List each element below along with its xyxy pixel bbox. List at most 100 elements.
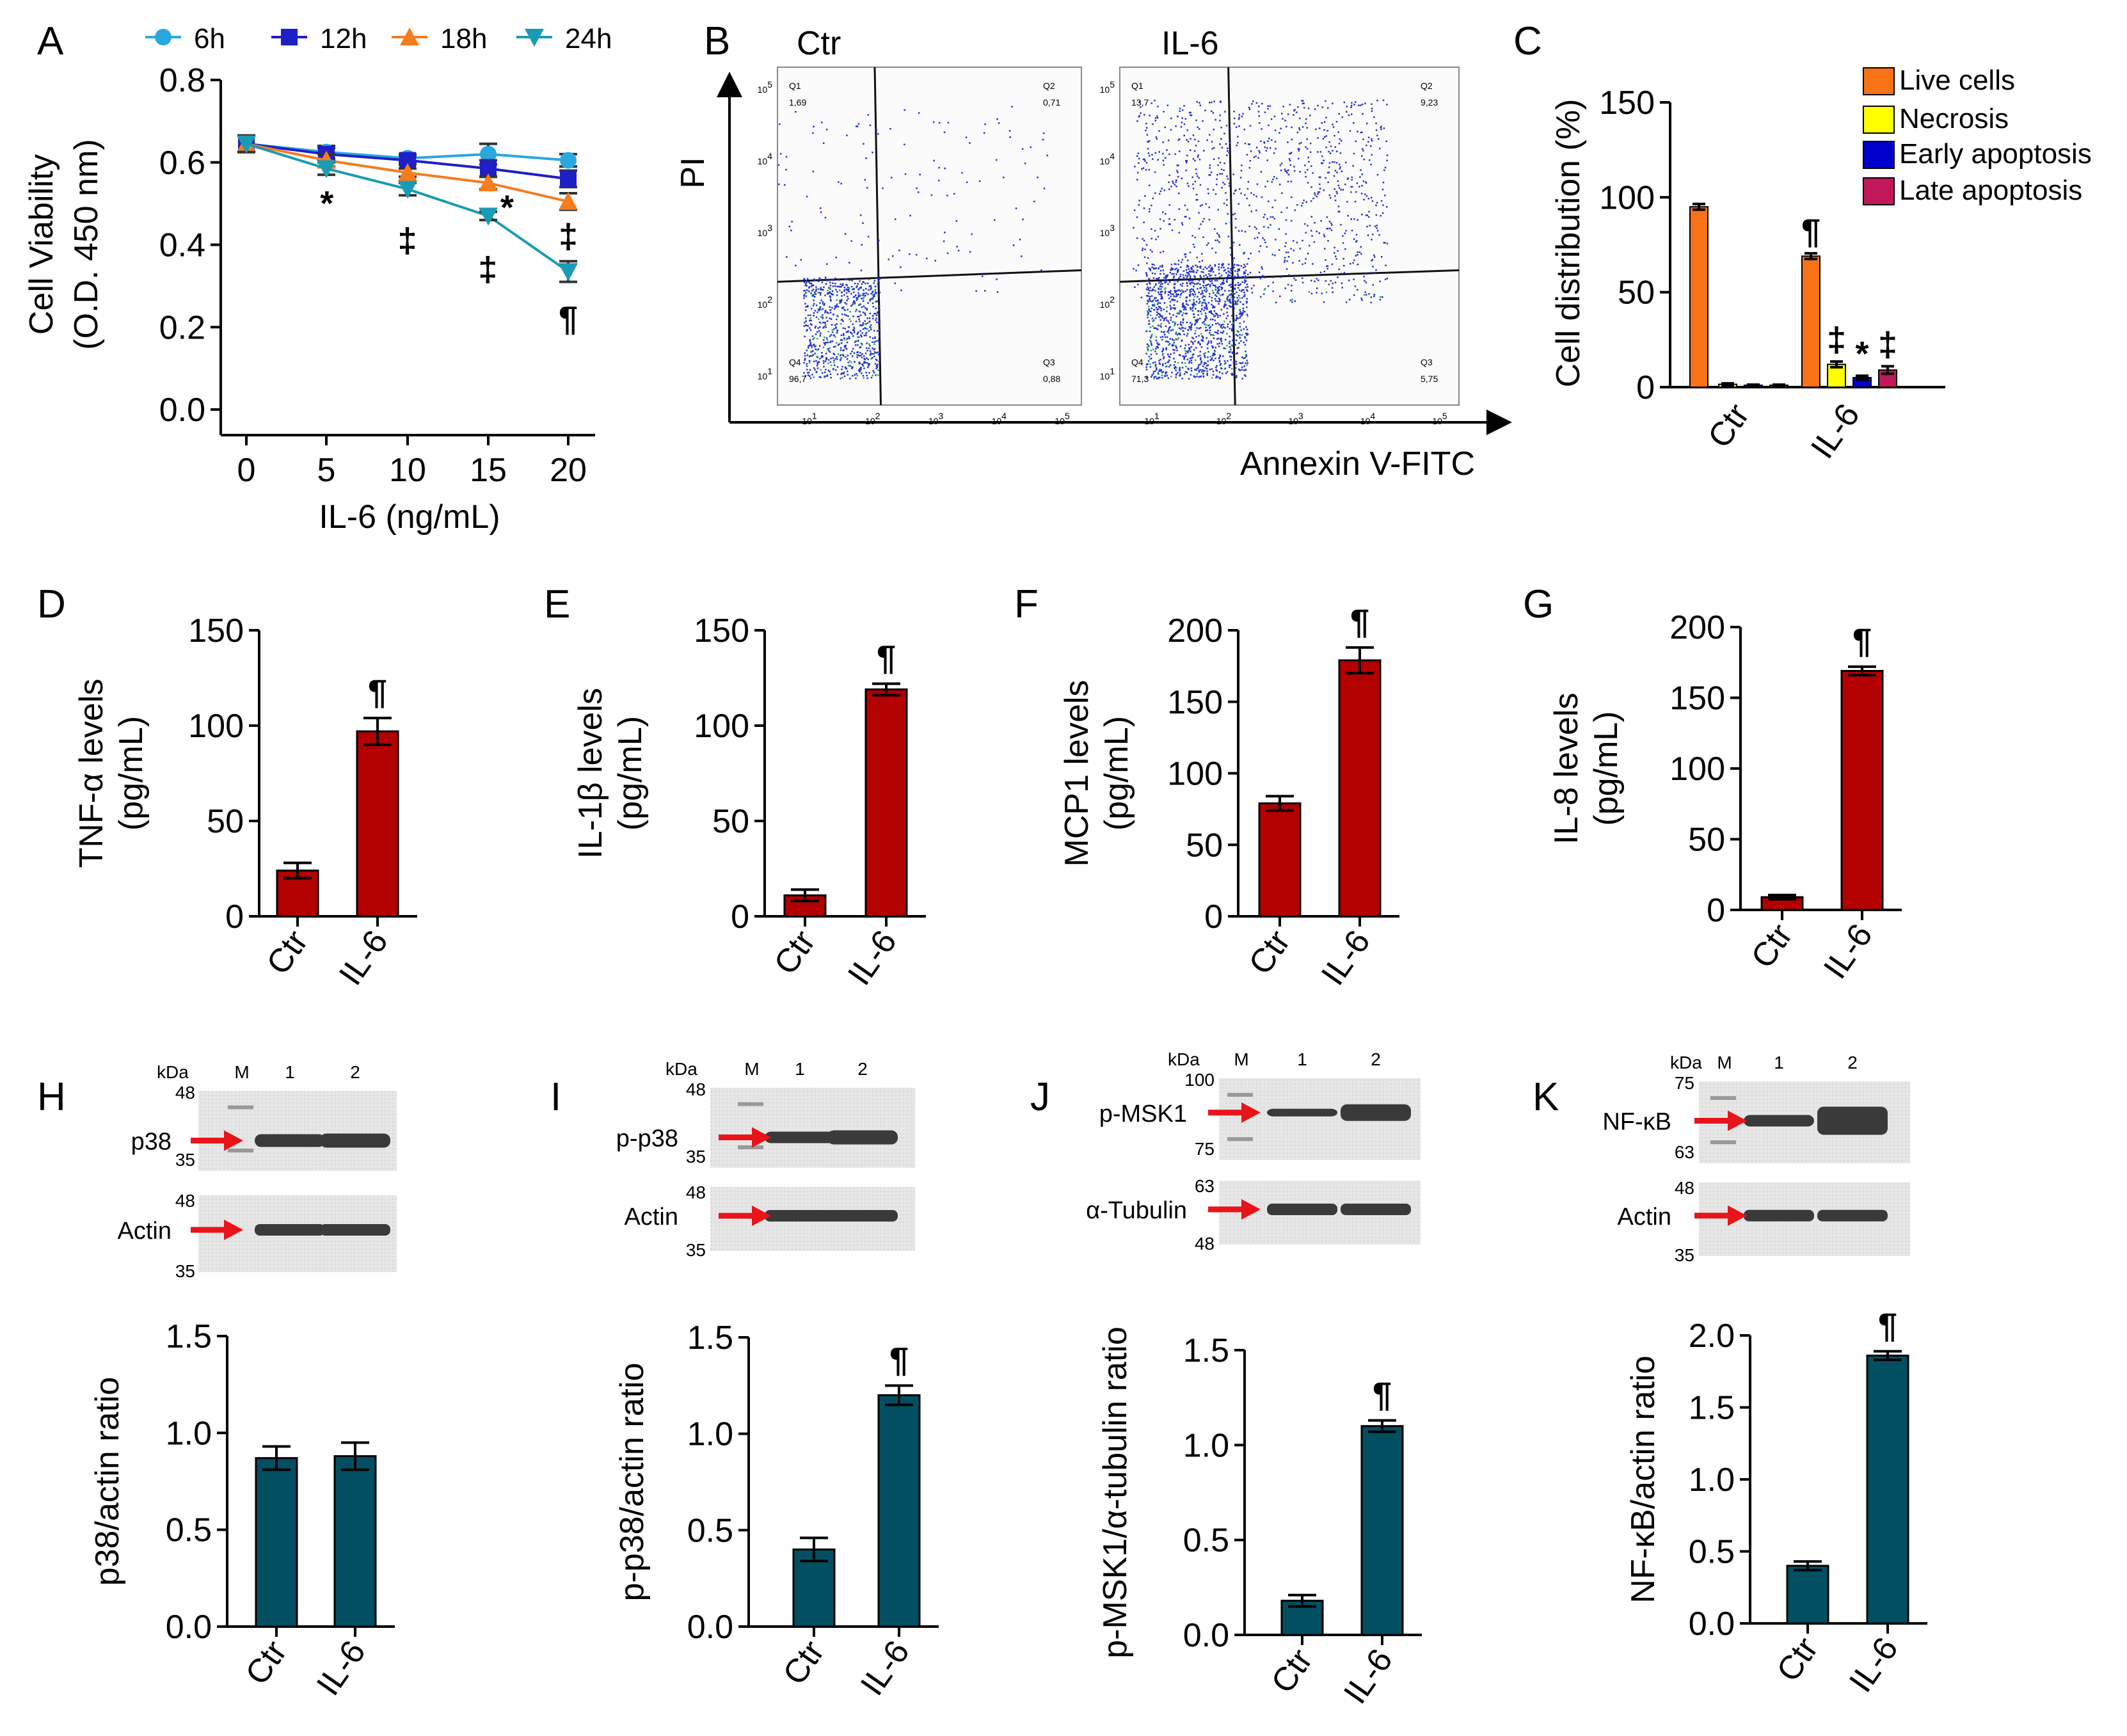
flow-event — [1159, 363, 1161, 365]
flow-event — [1278, 228, 1280, 230]
flow-event — [1219, 100, 1222, 102]
flow-event — [1385, 206, 1388, 208]
flow-event — [1205, 289, 1207, 291]
flow-event — [1226, 175, 1228, 177]
flow-event — [1171, 345, 1174, 347]
flow-x-label: Annexin V-FITC — [1240, 445, 1475, 482]
flow-event — [995, 159, 998, 161]
flow-event — [1236, 352, 1239, 354]
flow-event — [1194, 293, 1197, 296]
flow-event — [1246, 314, 1248, 315]
flow-event — [847, 326, 850, 328]
flow-event — [1195, 347, 1197, 349]
flow-event — [1019, 239, 1021, 241]
flow-event — [1239, 177, 1242, 179]
flow-event — [1354, 200, 1357, 203]
flow-event — [1217, 316, 1219, 319]
flow-event — [1346, 106, 1348, 108]
flow-event — [850, 362, 852, 363]
flow-event — [982, 275, 984, 278]
flow-event — [807, 305, 809, 307]
flow-event — [1233, 296, 1236, 298]
flow-event — [1160, 307, 1162, 310]
flow-event — [1386, 243, 1389, 244]
flow-event — [1226, 150, 1229, 152]
flow-event — [1241, 164, 1243, 166]
flow-event — [1148, 320, 1150, 322]
flow-event — [1239, 362, 1241, 364]
flow-event — [856, 354, 858, 356]
flow-event — [1371, 200, 1374, 202]
flow-event — [1209, 356, 1211, 358]
x-tick-label: 15 — [470, 452, 507, 489]
flow-event — [1183, 270, 1185, 272]
flow-event — [1157, 159, 1159, 161]
flow-event — [1215, 300, 1217, 302]
protein-band-bottom — [1744, 1209, 1814, 1222]
flow-event — [1255, 195, 1257, 198]
flow-event — [1218, 157, 1220, 159]
flow-event — [1229, 267, 1232, 270]
flow-event — [1193, 316, 1195, 318]
flow-event — [857, 283, 859, 285]
flow-event — [873, 282, 875, 284]
flow-event — [1214, 319, 1216, 321]
flow-event — [984, 290, 986, 292]
flow-event — [817, 363, 819, 365]
flow-event — [822, 356, 824, 358]
flow-event — [1151, 263, 1154, 266]
flow-event — [1148, 310, 1151, 312]
flow-event — [1207, 329, 1209, 331]
flow-event — [1264, 111, 1266, 113]
flow-event — [1241, 378, 1243, 380]
flow-event — [857, 289, 859, 291]
flow-event — [1161, 338, 1163, 341]
flow-event — [1254, 237, 1256, 239]
flow-event — [845, 292, 848, 294]
flow-event — [1182, 319, 1184, 321]
flow-event — [1200, 360, 1202, 363]
flow-event — [1244, 142, 1247, 145]
flow-event — [1245, 375, 1247, 377]
flow-event — [875, 292, 878, 294]
flow-event — [812, 294, 814, 296]
flow-event — [1134, 166, 1136, 168]
flow-event — [1161, 296, 1163, 298]
flow-event — [1222, 355, 1224, 357]
flow-event — [806, 349, 808, 351]
flow-event — [1191, 323, 1193, 325]
flow-event — [1206, 337, 1208, 339]
flow-event — [1204, 307, 1206, 310]
flow-event — [1239, 317, 1241, 319]
flow-event — [1207, 342, 1209, 344]
flow-event — [1144, 160, 1146, 162]
flow-event — [1154, 273, 1156, 275]
x-tick-label: Ctr — [260, 924, 315, 982]
flow-event — [862, 294, 864, 296]
flow-event — [806, 365, 808, 367]
flow-event — [1273, 175, 1275, 178]
flow-event — [1339, 168, 1341, 170]
flow-event — [879, 309, 880, 311]
quadrant-q3-value: 0,88 — [1043, 374, 1060, 384]
flow-event — [1191, 293, 1194, 295]
flow-event — [1307, 168, 1309, 171]
lane-label: M — [234, 1062, 249, 1082]
flow-event — [843, 337, 845, 339]
flow-event — [873, 348, 876, 350]
significance-mark: ‡ — [559, 218, 578, 256]
flow-event — [847, 364, 850, 367]
flow-event — [1209, 275, 1211, 277]
flow-event — [1348, 114, 1350, 116]
flow-event — [1194, 369, 1196, 370]
quadrant-q4: Q4 — [789, 357, 801, 367]
flow-event — [1152, 320, 1154, 323]
flow-event — [1178, 312, 1181, 314]
flow-event — [1252, 100, 1254, 102]
flow-event — [1160, 369, 1162, 371]
flow-event — [1199, 283, 1201, 285]
flow-event — [1218, 324, 1220, 326]
flow-event — [1293, 240, 1295, 242]
flow-event — [1361, 173, 1364, 175]
legend-swatch — [1863, 67, 1895, 95]
